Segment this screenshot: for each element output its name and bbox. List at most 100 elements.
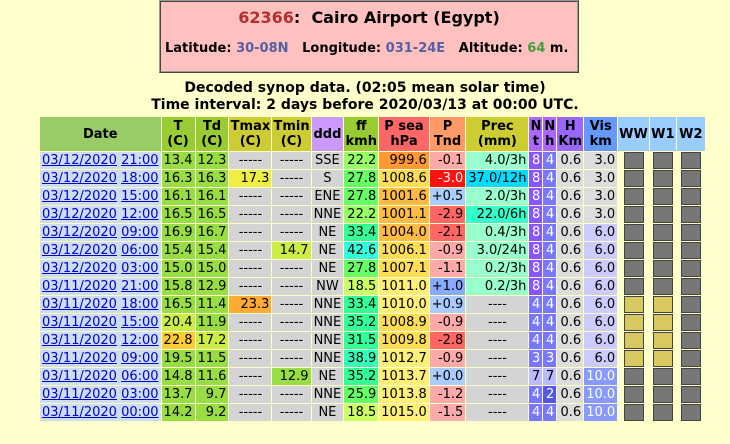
lon: 031-24E	[385, 41, 446, 56]
table-row: 03/11/2020 00:00 14.2 9.2 ----- ----- NE 18.5 1…	[40, 404, 705, 421]
station-name: Cairo Airport (Egypt)	[311, 8, 500, 27]
data-cell: 4	[543, 296, 557, 313]
weather-icon	[652, 278, 673, 295]
data-cell: 42.6	[344, 242, 379, 259]
weather-icon	[680, 152, 701, 169]
data-cell: 4	[543, 242, 557, 259]
weather-icon	[623, 314, 644, 331]
data-cell: 31.5	[344, 332, 379, 349]
time-link[interactable]: 12:00	[121, 207, 159, 222]
date-cell: 03/12/2020 18:00	[40, 170, 161, 187]
date-link[interactable]: 03/12/2020	[42, 261, 117, 276]
weather-icon	[652, 314, 673, 331]
date-link[interactable]: 03/12/2020	[42, 171, 117, 186]
time-link[interactable]: 15:00	[121, 315, 159, 330]
weather-cell	[676, 296, 705, 313]
date-link[interactable]: 03/11/2020	[42, 315, 117, 330]
time-link[interactable]: 00:00	[121, 405, 159, 420]
table-row: 03/11/2020 06:00 14.8 11.6 ----- 12.9 NE 35.2 1…	[40, 368, 705, 385]
weather-cell	[649, 386, 676, 403]
data-cell: -0.9	[429, 314, 466, 331]
column-header-text: (C)	[167, 134, 189, 149]
data-cell: 6.0	[584, 332, 618, 349]
data-cell: 11.5	[195, 350, 229, 367]
data-cell: 16.5	[161, 296, 195, 313]
data-cell: ----	[466, 332, 529, 349]
data-cell: NNE	[311, 296, 344, 313]
weather-icon	[680, 242, 701, 259]
data-cell: 1012.7	[379, 350, 429, 367]
data-cell: -----	[272, 332, 311, 349]
data-cell: 0.6	[557, 296, 584, 313]
data-cell: 1006.1	[379, 242, 429, 259]
date-link[interactable]: 03/12/2020	[42, 225, 117, 240]
subtitle: Time interval: 2 days before 2020/03/13 …	[151, 97, 579, 113]
weather-cell	[618, 278, 649, 295]
date-link[interactable]: 03/11/2020	[42, 387, 117, 402]
date-link[interactable]: 03/12/2020	[42, 243, 117, 258]
time-link[interactable]: 21:00	[121, 279, 159, 294]
time-link[interactable]: 12:00	[121, 333, 159, 348]
data-cell: 37.0/12h	[466, 170, 529, 187]
time-link[interactable]: 18:00	[121, 171, 159, 186]
weather-cell	[618, 332, 649, 349]
data-cell: NW	[311, 278, 344, 295]
data-cell: -----	[229, 278, 272, 295]
date-cell: 03/11/2020 12:00	[40, 332, 161, 349]
data-cell: -----	[229, 260, 272, 277]
lat: 30-08N	[236, 41, 289, 56]
data-cell: 14.2	[161, 404, 195, 421]
time-link[interactable]: 06:00	[121, 369, 159, 384]
date-link[interactable]: 03/11/2020	[42, 369, 117, 384]
data-cell: -----	[272, 224, 311, 241]
weather-cell	[649, 332, 676, 349]
date-link[interactable]: 03/12/2020	[42, 207, 117, 222]
data-cell: -3.0	[429, 170, 466, 187]
weather-icon	[623, 278, 644, 295]
date-link[interactable]: 03/12/2020	[42, 189, 117, 204]
time-link[interactable]: 21:00	[121, 153, 159, 168]
data-cell: NNE	[311, 386, 344, 403]
data-cell: -----	[272, 188, 311, 205]
weather-icon	[680, 404, 701, 421]
time-link[interactable]: 03:00	[121, 261, 159, 276]
weather-cell	[676, 278, 705, 295]
time-link[interactable]: 09:00	[121, 225, 159, 240]
time-link[interactable]: 09:00	[121, 351, 159, 366]
column-header-text: t	[532, 134, 539, 149]
data-cell: 10.0	[584, 386, 618, 403]
time-link[interactable]: 15:00	[121, 189, 159, 204]
data-cell: 0.6	[557, 404, 584, 421]
weather-cell	[676, 350, 705, 367]
data-cell: 0.6	[557, 260, 584, 277]
time-link[interactable]: 18:00	[121, 297, 159, 312]
time-link[interactable]: 06:00	[121, 243, 159, 258]
data-cell: -2.9	[429, 206, 466, 223]
date-link[interactable]: 03/11/2020	[42, 333, 117, 348]
date-link[interactable]: 03/11/2020	[42, 351, 117, 366]
column-header-text: (C)	[239, 134, 262, 149]
data-cell: 12.9	[195, 278, 229, 295]
data-cell: 16.1	[161, 188, 195, 205]
data-cell: 999.6	[379, 152, 429, 169]
data-cell: -----	[272, 404, 311, 421]
time-link[interactable]: 03:00	[121, 387, 159, 402]
data-cell: 4	[543, 170, 557, 187]
data-cell: 16.5	[195, 206, 229, 223]
data-cell: 9.7	[195, 386, 229, 403]
data-cell: -1.2	[429, 386, 466, 403]
date-link[interactable]: 03/11/2020	[42, 279, 117, 294]
date-link[interactable]: 03/11/2020	[42, 297, 117, 312]
column-header-text: ff	[355, 119, 367, 134]
data-cell: -----	[229, 242, 272, 259]
data-cell: 12.3	[195, 152, 229, 169]
data-cell: NNE	[311, 332, 344, 349]
data-cell: 0.2/3h	[466, 278, 529, 295]
date-cell: 03/11/2020 09:00	[40, 350, 161, 367]
date-cell: 03/12/2020 06:00	[40, 242, 161, 259]
data-cell: -----	[272, 152, 311, 169]
date-link[interactable]: 03/11/2020	[42, 405, 117, 420]
date-cell: 03/12/2020 12:00	[40, 206, 161, 223]
date-link[interactable]: 03/12/2020	[42, 153, 117, 168]
